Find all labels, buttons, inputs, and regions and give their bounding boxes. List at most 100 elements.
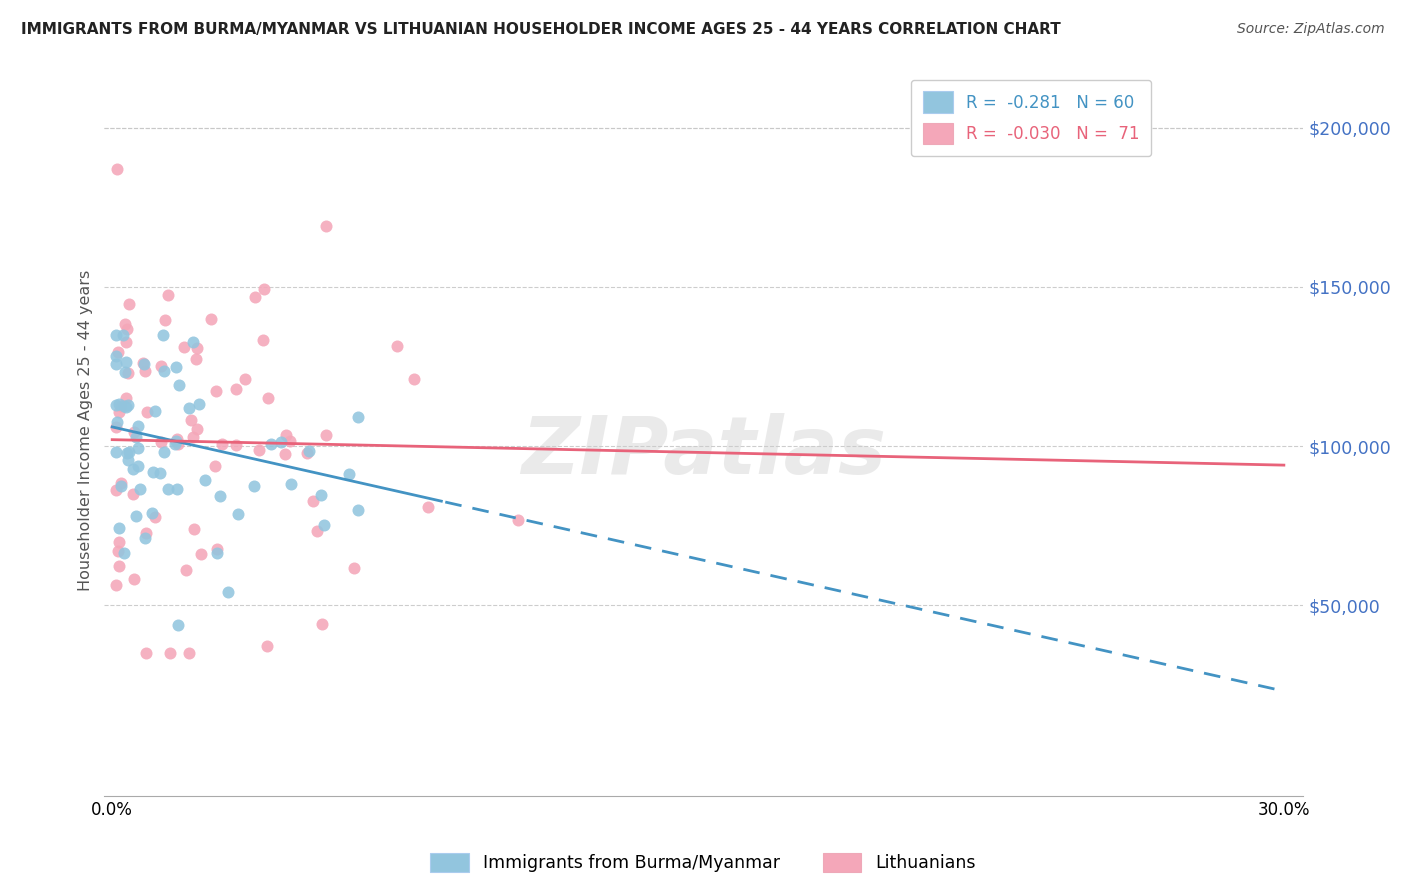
Point (217, 585, 239, 599)
Point (242, 479, 264, 493)
Point (157, 288, 180, 302)
Point (153, 312, 176, 326)
Point (173, 340, 195, 354)
Text: IMMIGRANTS FROM BURMA/MYANMAR VS LITHUANIAN HOUSEHOLDER INCOME AGES 25 - 44 YEAR: IMMIGRANTS FROM BURMA/MYANMAR VS LITHUAN… (21, 22, 1062, 37)
Point (153, 364, 176, 378)
Point (305, 524, 328, 539)
Point (114, 317, 136, 331)
Legend: Immigrants from Burma/Myanmar, Lithuanians: Immigrants from Burma/Myanmar, Lithuania… (423, 846, 983, 879)
Point (105, 445, 128, 459)
Point (115, 400, 138, 414)
Point (143, 404, 166, 418)
Point (114, 365, 136, 379)
Point (105, 415, 128, 429)
Point (132, 356, 155, 370)
Point (165, 434, 187, 448)
Point (256, 639, 278, 653)
Point (177, 401, 200, 416)
Point (347, 410, 370, 425)
Point (115, 355, 138, 369)
Point (127, 441, 149, 455)
Point (247, 442, 270, 457)
Point (108, 396, 131, 410)
Point (508, 513, 530, 527)
Point (181, 430, 204, 444)
Point (402, 372, 425, 386)
Point (105, 357, 128, 371)
Point (225, 382, 247, 396)
Legend: R =  -0.281   N = 60, R =  -0.030   N =  71: R = -0.281 N = 60, R = -0.030 N = 71 (911, 79, 1152, 156)
Point (186, 422, 208, 436)
Point (150, 434, 173, 449)
Point (105, 327, 128, 342)
Point (118, 296, 141, 310)
Point (152, 327, 174, 342)
Point (207, 541, 229, 556)
Point (166, 482, 188, 496)
Point (117, 453, 139, 467)
Point (295, 446, 318, 460)
Point (385, 339, 408, 353)
Point (108, 558, 131, 573)
Point (243, 289, 266, 303)
Point (298, 443, 321, 458)
Point (135, 646, 157, 660)
Point (110, 399, 132, 413)
Point (274, 428, 297, 442)
Point (337, 467, 360, 481)
Point (111, 327, 134, 342)
Text: Source: ZipAtlas.com: Source: ZipAtlas.com (1237, 22, 1385, 37)
Point (105, 398, 128, 412)
Point (280, 476, 302, 491)
Point (149, 359, 172, 374)
Point (274, 447, 297, 461)
Point (346, 502, 368, 516)
Point (108, 535, 131, 549)
Point (252, 333, 274, 347)
Point (105, 578, 128, 592)
Point (226, 507, 249, 521)
Point (302, 494, 325, 508)
Point (167, 618, 190, 632)
Point (167, 378, 190, 392)
Point (177, 646, 200, 660)
Point (134, 357, 156, 371)
Point (107, 344, 129, 359)
Point (125, 430, 148, 444)
Point (278, 434, 301, 448)
Point (190, 547, 212, 561)
Point (105, 161, 128, 176)
Point (115, 446, 138, 460)
Point (181, 334, 204, 349)
Point (253, 282, 276, 296)
Point (122, 487, 145, 501)
Point (118, 445, 141, 459)
Point (186, 342, 208, 356)
Point (107, 544, 129, 558)
Point (205, 546, 228, 560)
Point (105, 349, 128, 363)
Point (225, 438, 247, 452)
Point (159, 646, 181, 660)
Point (209, 490, 232, 504)
Y-axis label: Householder Income Ages 25 - 44 years: Householder Income Ages 25 - 44 years (79, 269, 93, 591)
Point (343, 561, 366, 575)
Point (315, 428, 337, 442)
Point (117, 367, 139, 381)
Point (134, 531, 156, 545)
Point (184, 351, 207, 366)
Point (142, 466, 165, 480)
Point (204, 458, 226, 473)
Point (135, 526, 157, 541)
Point (134, 364, 156, 378)
Point (135, 405, 157, 419)
Point (174, 563, 197, 577)
Point (122, 462, 145, 476)
Point (145, 509, 167, 524)
Point (205, 384, 228, 399)
Point (127, 419, 149, 434)
Point (418, 500, 440, 514)
Point (156, 482, 179, 496)
Point (105, 419, 128, 434)
Point (180, 413, 202, 427)
